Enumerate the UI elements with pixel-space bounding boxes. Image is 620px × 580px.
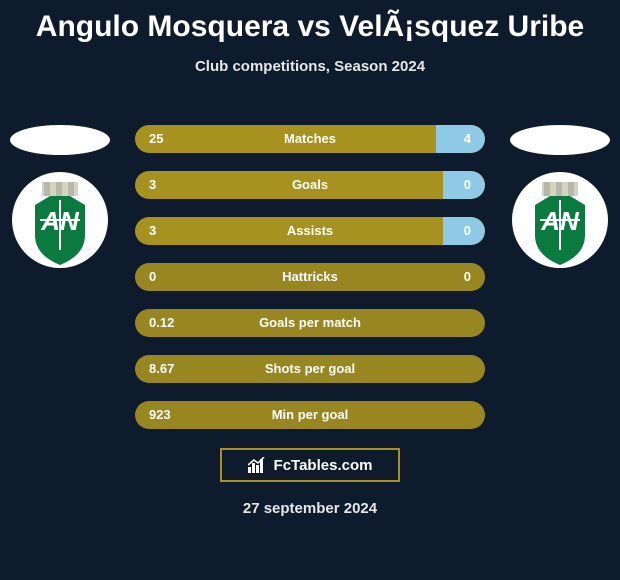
stats-container: 254Matches 30Goals 30Assists 00Hattricks 0.1… [135, 125, 485, 447]
club-badge-left: AN [10, 170, 110, 270]
stat-row: 923Min per goal [135, 401, 485, 429]
stat-row: 30Assists [135, 217, 485, 245]
stat-label: Min per goal [135, 401, 485, 429]
chart-icon [248, 457, 268, 473]
stat-label: Goals [135, 171, 485, 199]
stat-row: 00Hattricks [135, 263, 485, 291]
stat-row: 8.67Shots per goal [135, 355, 485, 383]
player-ellipse-left [10, 125, 110, 155]
page-subtitle: Club competitions, Season 2024 [0, 58, 620, 75]
stat-label: Hattricks [135, 263, 485, 291]
page-title: Angulo Mosquera vs VelÃ¡squez Uribe [0, 0, 620, 44]
footer-date: 27 september 2024 [0, 500, 620, 517]
footer-text: FcTables.com [274, 457, 373, 474]
stat-row: 0.12Goals per match [135, 309, 485, 337]
stat-label: Goals per match [135, 309, 485, 337]
stat-row: 30Goals [135, 171, 485, 199]
player-ellipse-right [510, 125, 610, 155]
stat-row: 254Matches [135, 125, 485, 153]
footer-attribution: FcTables.com [220, 448, 400, 482]
club-badge-right: AN [510, 170, 610, 270]
stat-label: Assists [135, 217, 485, 245]
stat-label: Matches [135, 125, 485, 153]
stat-label: Shots per goal [135, 355, 485, 383]
